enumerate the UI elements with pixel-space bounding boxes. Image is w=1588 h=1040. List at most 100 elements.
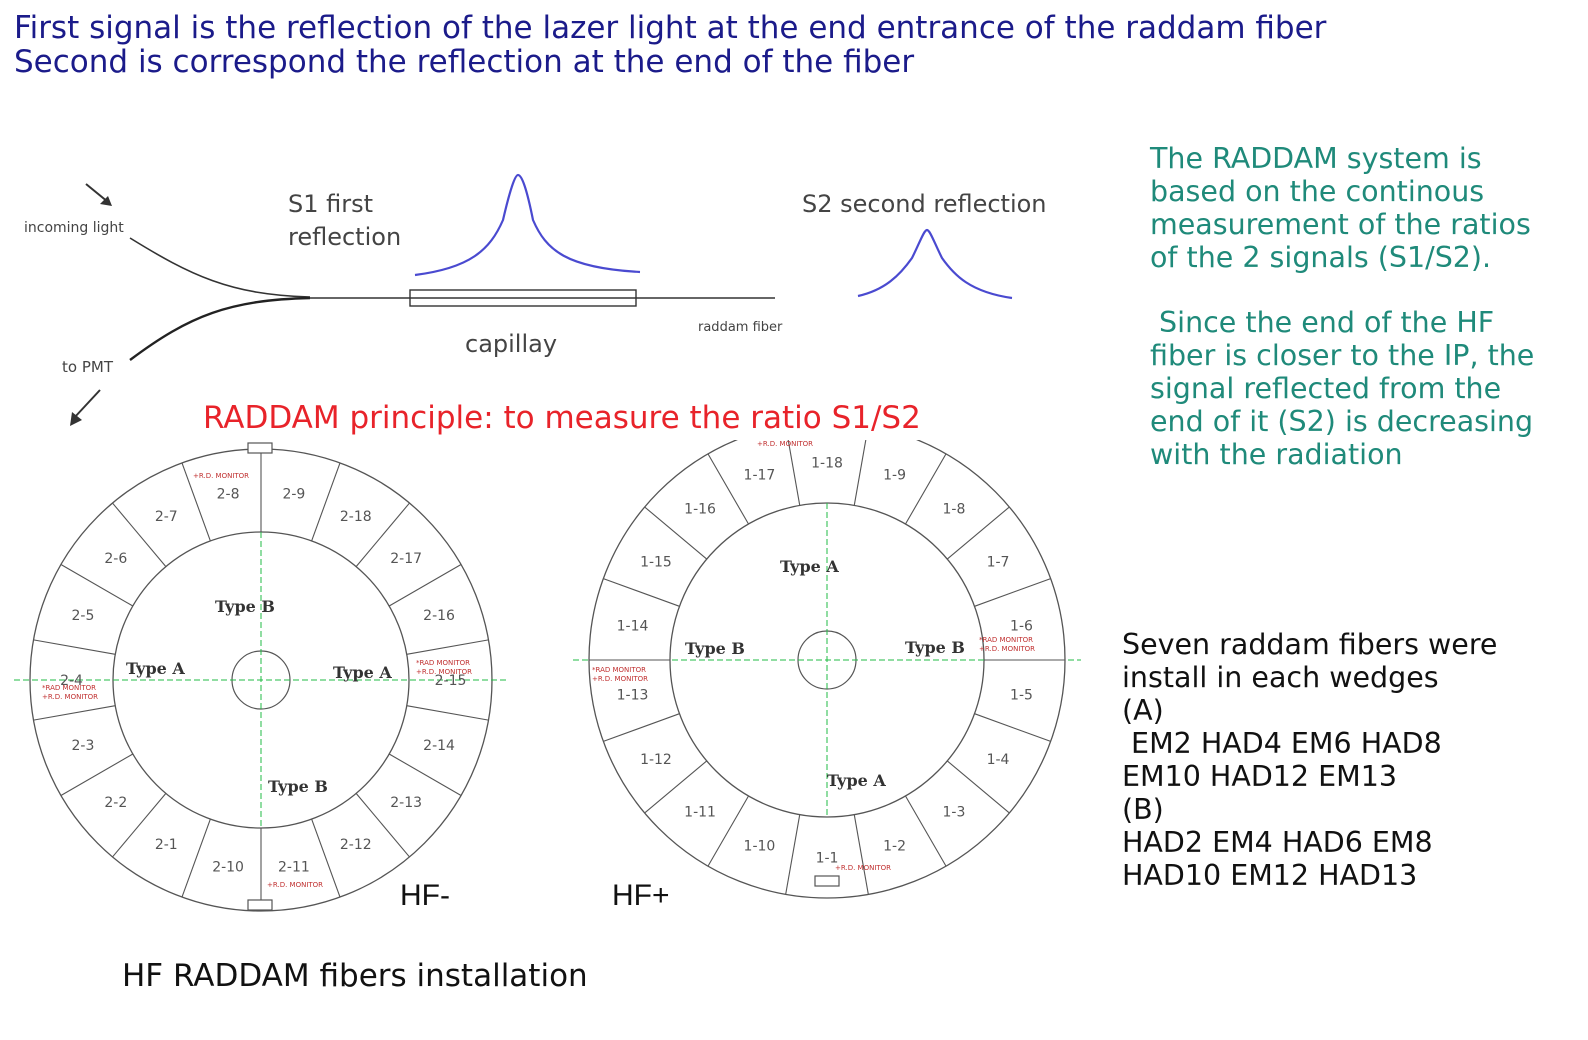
wedge-divider — [355, 502, 410, 567]
type-label: Type A — [780, 557, 839, 576]
wedge-label: 1-11 — [684, 804, 716, 820]
wedge-label: 2-1 — [155, 837, 178, 853]
type-label: Type A — [126, 659, 185, 678]
wedge-label: 2-10 — [212, 860, 244, 876]
note-line-7: HAD2 EM4 HAD6 EM8 — [1122, 826, 1433, 859]
wedge-divider — [603, 713, 680, 742]
header-line-2: Second is correspond the reflection at t… — [14, 44, 915, 80]
monitor-label: *RAD MONITOR — [979, 636, 1033, 644]
caption: HF RADDAM fibers installation — [122, 958, 588, 994]
raddam-schematic: incoming light to PMT S1 first reflectio… — [24, 173, 1047, 426]
monitor-label: +R.D. MONITOR — [757, 440, 813, 448]
wedge-label: 1-3 — [943, 804, 966, 820]
note-line-5: EM10 HAD12 EM13 — [1122, 760, 1397, 793]
monitor-label: +R.D. MONITOR — [835, 864, 891, 872]
wedge-divider — [974, 578, 1051, 607]
wedge-divider — [974, 713, 1051, 742]
s1-peak-curve — [414, 173, 641, 277]
wedge-label: 1-8 — [943, 502, 966, 518]
hf-minus-ring: 2-9 2-18 2-17 2-16 2-15 2-14 2-13 2-12 2-11 2-10 2… — [14, 442, 508, 912]
s2-label: S2 second reflection — [802, 190, 1047, 218]
wedge-divider — [33, 639, 116, 655]
monitor-notch — [247, 899, 273, 911]
wedge-divider — [853, 440, 867, 506]
desc-p1-line-4: of the 2 signals (S1/S2). — [1150, 241, 1492, 274]
hf-plus-ring: 1-18 1-9 1-8 1-7 1-6 1-5 1-4 1-3 1-2 1-1 1-10 1-11 1… — [573, 440, 1081, 899]
capillary-label: capillay — [465, 330, 557, 358]
wedge-divider — [311, 818, 341, 898]
wedge-label: 2-5 — [71, 608, 94, 624]
monitor-label: *RAD MONITOR — [592, 666, 646, 674]
description-block: The RADDAM system is based on the contin… — [1150, 142, 1534, 471]
desc-p1-line-2: based on the continous — [1150, 175, 1485, 208]
wedge-divider — [905, 453, 947, 525]
note-line-3: (A) — [1122, 694, 1164, 727]
wedge-label: 2-3 — [71, 738, 94, 754]
monitor-label: +R.D. MONITOR — [267, 881, 323, 889]
wedge-divider — [388, 564, 462, 607]
desc-p2-line-5: with the radiation — [1150, 438, 1403, 471]
desc-p2-line-3: signal reflected from the — [1150, 372, 1502, 405]
capillary-tube — [409, 289, 637, 307]
type-label: Type B — [905, 638, 965, 657]
wedge-divider — [60, 753, 134, 796]
wedge-divider — [785, 814, 801, 895]
wedge-label: 2-7 — [155, 509, 178, 525]
wedge-label: 1-13 — [617, 687, 649, 703]
type-label: Type B — [268, 777, 328, 796]
desc-p1-line-3: measurement of the ratios — [1150, 208, 1531, 241]
hf-plus-label: HF+ — [612, 879, 670, 912]
header-line-1: First signal is the reflection of the la… — [14, 10, 1327, 46]
wedge-divider — [388, 753, 462, 796]
wedge-label: 2-17 — [390, 551, 422, 567]
desc-p1-line-1: The RADDAM system is — [1150, 142, 1482, 175]
wedge-label: 1-14 — [617, 619, 649, 635]
s1-label-line-1: S1 first — [288, 190, 373, 218]
principle-title: RADDAM principle: to measure the ratio S… — [203, 400, 921, 436]
wedge-label: 2-6 — [104, 551, 127, 567]
wedge-divider — [644, 506, 708, 560]
note-line-4: EM2 HAD4 EM6 HAD8 — [1122, 727, 1442, 760]
note-line-6: (B) — [1122, 793, 1164, 826]
wedge-label: 2-13 — [390, 795, 422, 811]
monitor-label: +R.D. MONITOR — [592, 675, 648, 683]
incoming-arrowhead — [100, 196, 112, 206]
monitor-label: +R.D. MONITOR — [193, 472, 249, 480]
to-pmt-label: to PMT — [62, 358, 114, 376]
wedge-label: 2-14 — [423, 738, 455, 754]
wedge-label: 1-4 — [987, 752, 1010, 768]
monitor-label: +R.D. MONITOR — [979, 645, 1035, 653]
wedge-label: 1-15 — [640, 554, 672, 570]
wedge-label: 2-9 — [282, 486, 305, 502]
wedge-label: 1-1 — [816, 851, 839, 867]
wedge-label: 1-16 — [684, 502, 716, 518]
wedge-divider — [707, 453, 749, 525]
wedge-divider — [603, 578, 680, 607]
monitor-notch — [247, 442, 273, 454]
wedge-label: 1-18 — [811, 456, 843, 472]
wedge-label: 2-8 — [217, 486, 240, 502]
incoming-light-label: incoming light — [24, 220, 124, 236]
wedge-divider — [355, 793, 410, 858]
wedge-label: 1-2 — [883, 839, 906, 855]
desc-p2-line-4: end of it (S2) is decreasing — [1150, 405, 1534, 438]
wedge-divider — [181, 818, 211, 898]
pmt-fiber — [129, 296, 311, 361]
wedge-label: 2-12 — [340, 837, 372, 853]
wedge-label: 1-6 — [1010, 619, 1033, 635]
note-line-8: HAD10 EM12 HAD13 — [1122, 859, 1418, 892]
type-label: Type B — [685, 639, 745, 658]
monitor-notch — [814, 875, 840, 887]
pmt-arrowhead — [70, 412, 82, 426]
monitor-label: *RAD MONITOR — [42, 684, 96, 692]
desc-p2-line-1: Since the end of the HF — [1150, 306, 1495, 339]
note-line-1: Seven raddam fibers were — [1122, 628, 1498, 661]
note-line-2: install in each wedges — [1122, 661, 1439, 694]
wedge-label: 2-16 — [423, 608, 455, 624]
monitor-label: +R.D. MONITOR — [42, 693, 98, 701]
wedge-divider — [707, 795, 749, 867]
type-label: Type A — [827, 771, 886, 790]
wedge-divider — [33, 705, 116, 721]
wedge-label: 1-17 — [744, 467, 776, 483]
wedge-label: 1-10 — [744, 839, 776, 855]
